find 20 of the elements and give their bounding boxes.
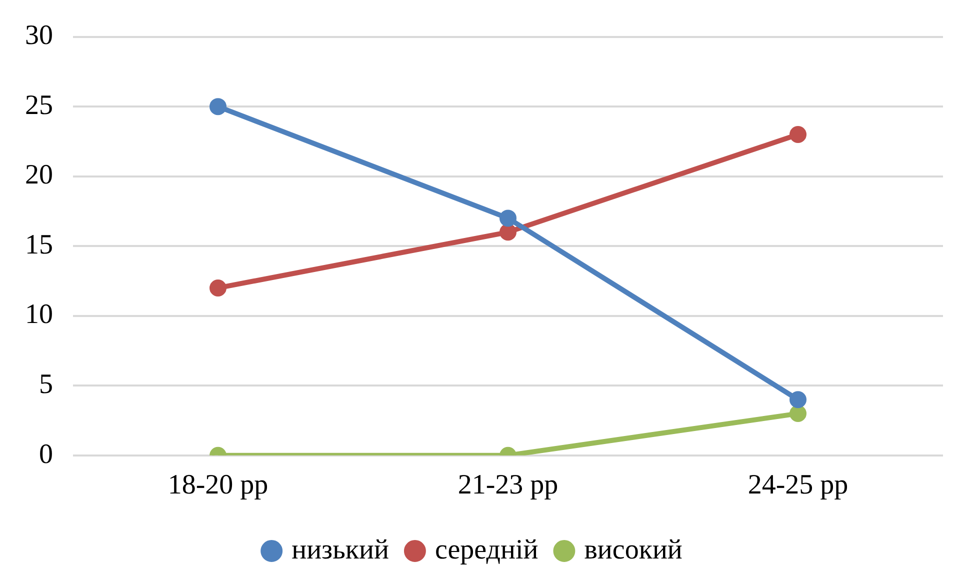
y-tick-label: 25 [25,90,53,121]
x-tick-label: 24-25 рр [748,470,848,501]
y-tick-label: 10 [25,299,53,330]
point [500,210,516,227]
legend-label: середній [434,534,538,566]
x-tick-label: 21-23 рр [458,470,558,501]
point [790,405,806,422]
point [500,224,516,241]
point [210,98,226,116]
point [790,126,806,143]
legend-label: низький [292,534,389,566]
y-tick-label: 0 [39,438,53,470]
y-tick-label: 30 [25,20,53,52]
y-tick-label: 5 [39,368,53,400]
y-tick-label: 20 [25,160,53,191]
point [790,391,806,408]
x-tick-label: 18-20 рр [168,470,268,501]
y-tick-label: 15 [25,229,53,260]
legend-label: високий [584,534,682,566]
point [210,279,226,296]
